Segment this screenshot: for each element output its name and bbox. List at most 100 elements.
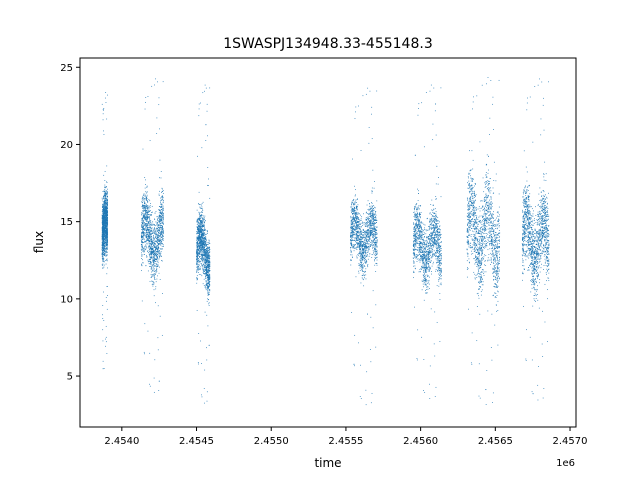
data-point	[351, 247, 353, 248]
data-point	[372, 246, 374, 248]
data-point	[204, 84, 206, 86]
data-point	[160, 212, 162, 214]
data-point	[207, 258, 208, 260]
data-point	[153, 254, 155, 256]
data-point	[143, 216, 144, 217]
data-point	[155, 250, 157, 252]
data-point	[359, 242, 360, 244]
data-point	[199, 228, 201, 230]
data-point	[150, 247, 152, 249]
data-point	[161, 225, 163, 227]
data-point	[207, 260, 209, 262]
data-point	[103, 197, 105, 199]
data-point	[102, 247, 103, 249]
data-point	[374, 222, 376, 224]
data-point	[161, 206, 163, 208]
data-point	[365, 263, 367, 264]
data-point	[160, 248, 162, 250]
data-point	[104, 211, 106, 213]
data-point	[206, 245, 207, 247]
data-point	[355, 228, 357, 230]
data-point	[205, 261, 207, 262]
data-point	[204, 253, 206, 254]
data-point	[351, 230, 353, 232]
data-point	[142, 233, 144, 235]
data-point	[106, 215, 108, 217]
data-point	[356, 239, 358, 241]
data-point	[199, 248, 201, 250]
data-point	[197, 246, 199, 247]
data-point	[161, 212, 163, 214]
data-point	[102, 253, 103, 254]
data-point	[104, 227, 106, 229]
data-point	[104, 209, 106, 211]
data-point	[205, 240, 206, 242]
data-point	[160, 238, 162, 240]
data-point	[197, 227, 198, 229]
data-point	[155, 230, 157, 232]
data-point	[102, 226, 104, 228]
data-point	[143, 249, 145, 251]
data-point	[203, 254, 205, 256]
data-point	[197, 229, 199, 231]
data-point	[206, 261, 208, 263]
data-point	[197, 268, 199, 270]
data-point	[196, 254, 198, 256]
data-point	[151, 237, 153, 239]
data-point	[154, 247, 156, 248]
data-point	[143, 225, 145, 227]
data-point	[104, 226, 106, 227]
data-point	[207, 255, 209, 257]
data-point	[159, 128, 160, 130]
data-point	[146, 206, 148, 207]
data-point	[157, 247, 159, 249]
data-point	[365, 238, 366, 239]
data-point	[151, 253, 153, 254]
data-point	[144, 207, 146, 209]
data-point	[206, 283, 208, 285]
data-point	[208, 286, 210, 287]
data-point	[107, 234, 109, 236]
data-point	[148, 223, 149, 225]
data-point	[200, 250, 202, 252]
data-point	[369, 90, 371, 92]
data-point	[203, 266, 205, 267]
data-point	[207, 255, 208, 257]
data-point	[104, 209, 106, 211]
data-point	[155, 254, 156, 256]
data-point	[104, 216, 105, 218]
data-point	[198, 246, 200, 248]
data-point	[142, 230, 144, 232]
data-point	[353, 216, 354, 218]
data-point	[102, 329, 104, 331]
data-point	[102, 239, 104, 240]
data-point	[357, 242, 359, 244]
data-point	[352, 257, 353, 258]
data-point	[160, 237, 162, 238]
data-point	[351, 220, 353, 221]
data-point	[362, 252, 364, 253]
data-point	[107, 200, 108, 201]
data-point	[161, 228, 163, 230]
data-point	[363, 285, 365, 287]
data-point	[106, 207, 108, 209]
data-point	[353, 233, 354, 235]
data-point	[208, 275, 210, 277]
data-point	[208, 239, 210, 241]
data-point	[196, 266, 198, 268]
data-point	[197, 155, 198, 157]
data-point	[202, 232, 204, 234]
data-point	[197, 229, 199, 231]
data-point	[161, 214, 163, 216]
data-point	[143, 207, 145, 209]
data-point	[162, 221, 164, 223]
data-point	[376, 240, 378, 242]
data-point	[103, 215, 105, 217]
data-point	[141, 235, 142, 236]
data-point	[163, 239, 164, 241]
data-point	[105, 300, 107, 302]
data-point	[363, 279, 364, 281]
data-point	[149, 232, 150, 234]
data-point	[207, 285, 209, 287]
data-point	[198, 333, 200, 334]
